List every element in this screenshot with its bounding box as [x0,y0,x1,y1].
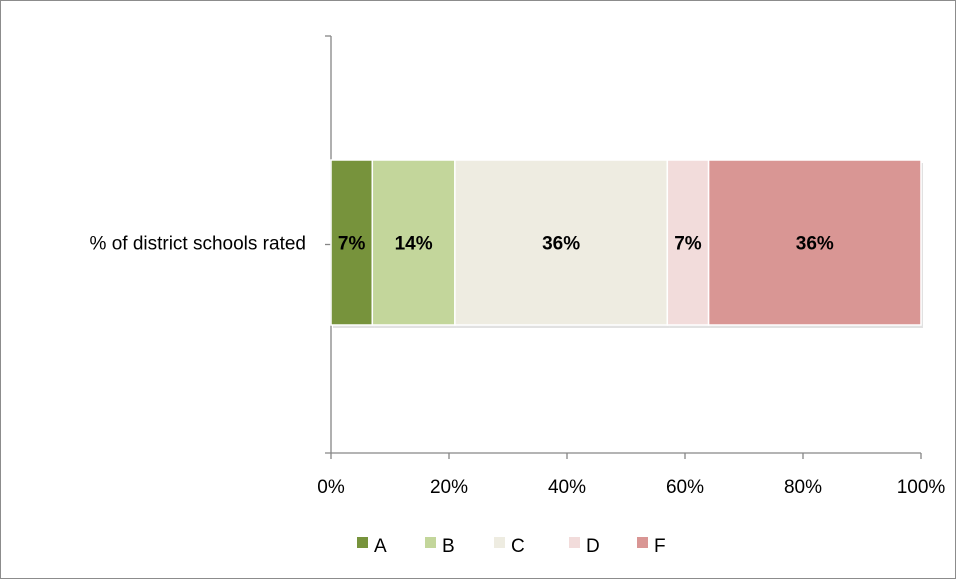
x-tick-label: 0% [317,477,345,498]
data-label-d: 7% [674,234,702,255]
legend-swatch-d [569,537,580,548]
x-tick-labels: 0% 20% 40% 60% 80% 100% [317,477,945,498]
data-label-c: 36% [542,234,580,255]
legend-label-a: A [374,536,387,557]
legend-swatch-a [357,537,368,548]
data-label-b: 14% [395,234,433,255]
x-tick-label: 60% [666,477,704,498]
legend-swatch-c [494,537,505,548]
x-tick-label: 80% [784,477,822,498]
data-label-a: 7% [338,234,366,255]
legend-label-f: F [654,536,666,557]
legend-label-b: B [442,536,455,557]
legend-swatch-f [637,537,648,548]
category-labels: % of district schools rated [90,234,306,255]
category-label: % of district schools rated [90,234,306,255]
x-tick-label: 40% [548,477,586,498]
legend-label-d: D [586,536,600,557]
legend-swatch-b [425,537,436,548]
legend-label-c: C [511,536,525,557]
x-tick-label: 100% [897,477,946,498]
data-label-f: 36% [796,234,834,255]
x-tick-label: 20% [430,477,468,498]
